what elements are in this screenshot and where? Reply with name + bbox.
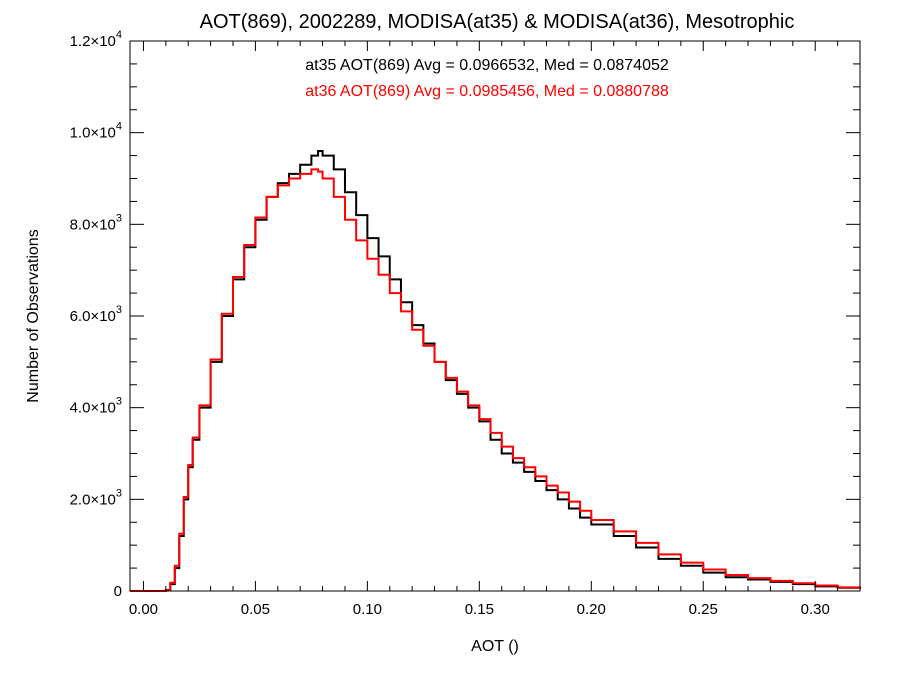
series-annotation-at36: at36 AOT(869) Avg = 0.0985456, Med = 0.0… xyxy=(305,83,669,100)
series-annotation-at35: at35 AOT(869) Avg = 0.0966532, Med = 0.0… xyxy=(305,57,669,74)
x-axis-label: AOT () xyxy=(471,638,519,655)
y-tick-label: 1.0×104 xyxy=(70,121,122,142)
x-tick-label: 0.10 xyxy=(353,601,382,618)
y-tick-label: 2.0×103 xyxy=(70,487,122,508)
chart-title: AOT(869), 2002289, MODISA(at35) & MODISA… xyxy=(200,11,795,33)
x-tick-label: 0.30 xyxy=(801,601,830,618)
x-tick-label: 0.00 xyxy=(129,601,158,618)
axis-ticks: 0.00 0.05 0.10 0.15 0.20 0.25 0.30 0 2.0×103 4.0×… xyxy=(70,29,860,618)
x-tick-label: 0.05 xyxy=(241,601,270,618)
plot-area xyxy=(130,150,861,592)
series-line-at36 xyxy=(130,168,861,592)
y-axis-label: Number of Observations xyxy=(25,229,42,402)
y-tick-label: 6.0×103 xyxy=(70,304,122,325)
x-tick-label: 0.25 xyxy=(689,601,718,618)
y-tick-label: 8.0×103 xyxy=(70,212,122,233)
y-tick-label: 1.2×104 xyxy=(70,29,122,50)
x-tick-label: 0.15 xyxy=(465,601,494,618)
x-tick-label: 0.20 xyxy=(577,601,606,618)
y-tick-label: 4.0×103 xyxy=(70,396,122,417)
y-tick-label: 0 xyxy=(114,583,122,600)
